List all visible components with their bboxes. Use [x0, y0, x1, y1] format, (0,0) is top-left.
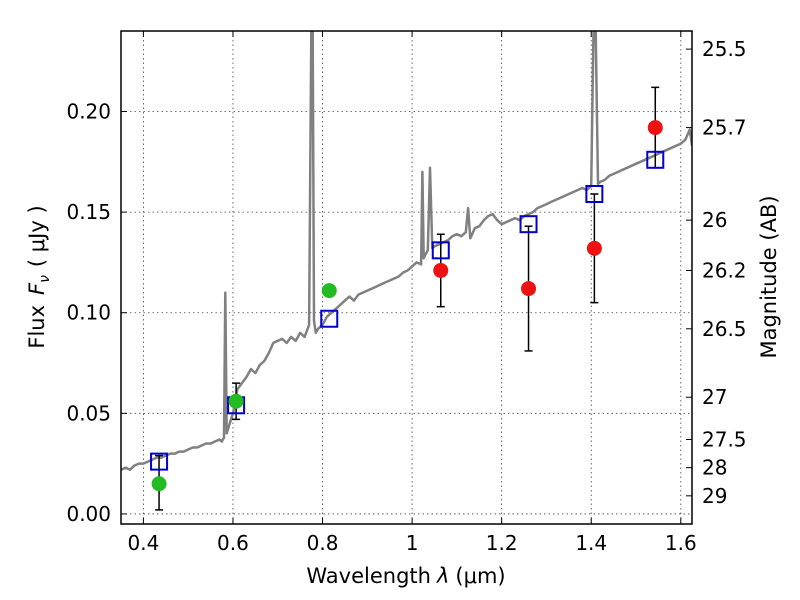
observed-point-red — [433, 262, 449, 278]
y-tick-label: 0.10 — [66, 301, 111, 325]
plot-frame — [120, 30, 693, 525]
x-axis-label-unit: (μm) — [455, 564, 505, 588]
right-tick-label: 26 — [702, 208, 727, 232]
model-point-marker — [519, 215, 538, 234]
x-axis-label: Wavelength λ (μm) — [306, 564, 505, 588]
model-point-marker — [150, 452, 169, 471]
x-axis-label-symbol: λ — [436, 564, 449, 588]
x-tick-label: 0.4 — [127, 531, 159, 555]
axis-ticks: 0.4 0.6 0.8 1 1.2 1.4 1.6 0.00 0.05 0.10 0.15 0.20 2… — [66, 31, 747, 555]
spectrum-line — [121, 31, 692, 471]
y-axis-label-subscript: ν — [37, 275, 53, 283]
right-tick-label: 29 — [702, 484, 727, 508]
right-tick-label: 26.2 — [702, 258, 747, 282]
y-axis-label-unit: ( μJy ) — [25, 205, 49, 267]
right-tick-label: 27 — [702, 385, 727, 409]
observed-point-red — [521, 281, 537, 297]
y-axis-label-text: Flux — [25, 305, 49, 349]
x-tick-label: 1.4 — [575, 531, 607, 555]
x-tick-label: 1 — [406, 531, 419, 555]
x-tick-label: 1.2 — [486, 531, 518, 555]
y-axis-label-symbol: F — [25, 282, 49, 295]
observed-point-red — [586, 240, 602, 256]
right-tick-label: 27.5 — [702, 427, 747, 451]
observed-point-green — [228, 393, 244, 409]
y-tick-label: 0.20 — [66, 99, 111, 123]
y-tick-label: 0.00 — [66, 502, 111, 526]
plot-data — [121, 31, 692, 511]
x-tick-label: 1.6 — [665, 531, 697, 555]
y-tick-label: 0.15 — [66, 200, 111, 224]
observed-point-red — [647, 120, 663, 136]
y-axis-label: Flux Fν ( μJy ) — [25, 205, 53, 348]
right-tick-label: 26.5 — [702, 317, 747, 341]
model-point-marker — [320, 309, 339, 328]
right-axis-label: Magnitude (AB) — [757, 195, 781, 358]
right-tick-label: 25.5 — [702, 37, 747, 61]
x-tick-label: 0.6 — [217, 531, 249, 555]
model-point-marker — [646, 150, 665, 169]
right-tick-label: 25.7 — [702, 116, 747, 140]
model-point-marker — [585, 184, 604, 203]
y-tick-label: 0.05 — [66, 401, 111, 425]
model-point-marker — [431, 241, 450, 260]
x-tick-label: 0.8 — [307, 531, 339, 555]
observed-point-green — [151, 476, 167, 492]
observed-point-green — [321, 283, 337, 299]
right-tick-label: 28 — [702, 456, 727, 480]
grid-lines — [121, 31, 692, 524]
x-axis-label-text: Wavelength — [306, 564, 431, 588]
